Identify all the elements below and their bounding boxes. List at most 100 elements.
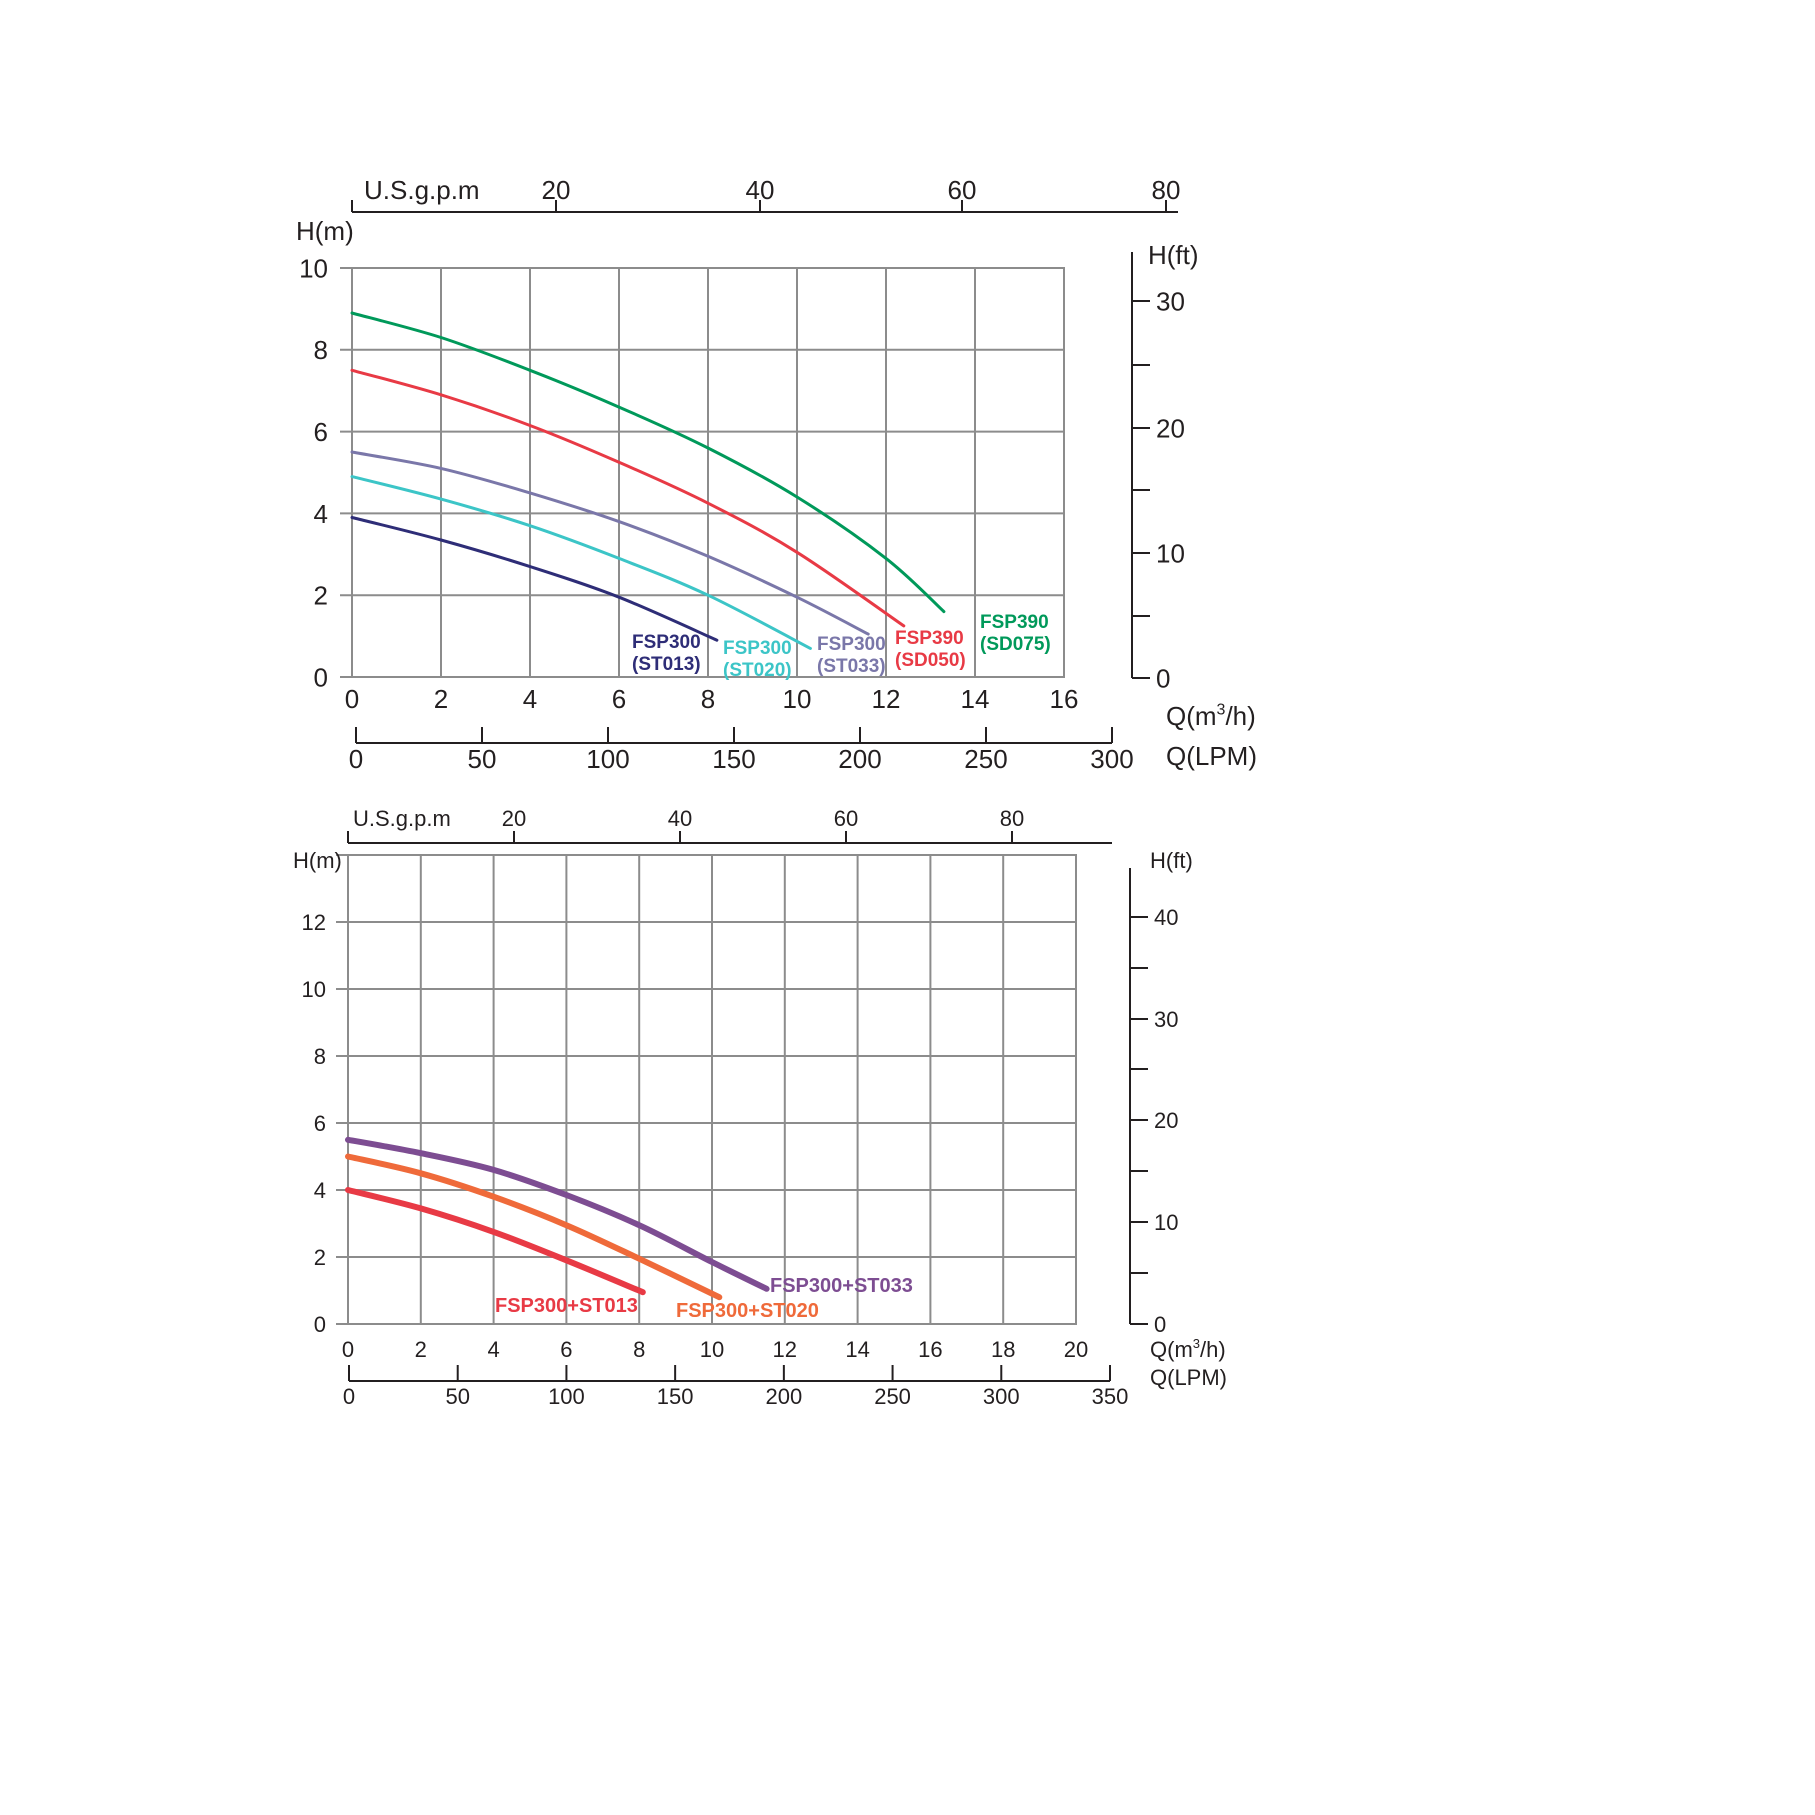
ft-axis-label: H(ft) [1148,240,1199,270]
gpm-tick-label: 20 [502,806,526,831]
y-tick-label: 0 [314,662,328,692]
ft-tick-label: 40 [1154,905,1178,930]
lpm-tick-label: 200 [838,744,881,774]
lpm-tick-label: 0 [349,744,363,774]
curve-fsp300-st020- [350,475,812,650]
y-tick-label: 10 [302,977,326,1002]
x-tick-label: 10 [783,684,812,714]
x-tick-label: 8 [633,1337,645,1362]
series-label: (ST013) [632,654,701,675]
lpm-tick-label: 300 [1090,744,1133,774]
lpm-tick-label: 350 [1092,1384,1129,1409]
ft-tick-label: 0 [1154,1312,1166,1337]
curve-fsp390-sd050- [350,368,906,628]
lpm-tick-label: 150 [657,1384,694,1409]
curve-fsp300-st013- [350,516,719,642]
series-label: FSP390 [980,612,1049,633]
x-tick-label: 14 [845,1337,869,1362]
x-tick-label: 6 [560,1337,572,1362]
plot-frame [347,854,1077,1325]
lpm-tick-label: 50 [468,744,497,774]
y-tick-label: 6 [314,417,328,447]
x-tick-label: 4 [523,684,537,714]
y-tick-label: 10 [299,253,328,283]
chart-2: 0 2 4 6 8 10 12 H(m) 0 2 4 6 8 10 12 14 16 18 20 Q(m3/h) U.S… [293,806,1227,1409]
lpm-tick-label: 300 [983,1384,1020,1409]
x-tick-label: 2 [434,684,448,714]
lpm-tick-label: 100 [548,1384,585,1409]
curve-fsp300-st033- [350,450,870,636]
lpm-tick-label: 100 [586,744,629,774]
series-label: FSP300 [817,634,886,655]
gpm-axis-label: U.S.g.p.m [353,806,451,831]
gpm-tick-label: 80 [1000,806,1024,831]
series-label: FSP300+ST020 [676,1300,819,1322]
x-tick-label: 18 [991,1337,1015,1362]
lpm-tick-label: 250 [874,1384,911,1409]
series-label: (SD050) [895,650,966,671]
x-tick-label: 14 [961,684,990,714]
y-tick-label: 0 [314,1312,326,1337]
ft-tick-label: 20 [1154,1108,1178,1133]
lpm-tick-label: 150 [712,744,755,774]
x-tick-label: 16 [918,1337,942,1362]
y-axis-label: H(m) [296,216,354,246]
y-tick-label: 4 [314,499,328,529]
series-label: FSP300+ST013 [495,1295,638,1317]
ft-axis-label: H(ft) [1150,848,1193,873]
y-axis-label: H(m) [293,848,342,873]
ft-tick-label: 10 [1154,1210,1178,1235]
ft-tick-label: 0 [1156,663,1170,693]
gpm-tick-label: 60 [948,175,977,205]
x-axis-label: Q(m3/h) [1166,701,1256,731]
lpm-axis-label: Q(LPM) [1150,1365,1227,1390]
y-tick-label: 6 [314,1111,326,1136]
plot-frame [351,267,1065,678]
x-tick-label: 8 [701,684,715,714]
y-tick-label: 8 [314,335,328,365]
y-tick-label: 8 [314,1044,326,1069]
x-tick-label: 0 [345,684,359,714]
series-label: FSP300 [632,632,701,653]
gpm-tick-label: 20 [542,175,571,205]
y-tick-label: 2 [314,581,328,611]
lpm-tick-label: 0 [343,1384,355,1409]
gpm-tick-label: 40 [746,175,775,205]
x-tick-label: 6 [612,684,626,714]
x-tick-label: 4 [487,1337,499,1362]
x-tick-label: 12 [773,1337,797,1362]
series-label: (ST033) [817,656,886,677]
y-tick-label: 2 [314,1245,326,1270]
lpm-tick-label: 250 [964,744,1007,774]
series-label: FSP300 [723,638,792,659]
series-label: FSP300+ST033 [770,1275,913,1297]
curve-fsp300-st020 [345,1153,723,1301]
gpm-tick-label: 80 [1152,175,1181,205]
y-tick-label: 4 [314,1178,326,1203]
curve-fsp390-sd075- [350,311,946,614]
chart-1: 0 2 4 6 8 10 H(m) 0 2 4 6 8 10 12 14 16 Q(m3/h) U.S.g.p.m… [296,175,1257,774]
gpm-axis-label: U.S.g.p.m [364,175,480,205]
series-label: (SD075) [980,634,1051,655]
ft-tick-label: 10 [1156,538,1185,568]
ft-tick-label: 30 [1156,286,1185,316]
x-tick-label: 16 [1050,684,1079,714]
gpm-tick-label: 60 [834,806,858,831]
x-tick-label: 20 [1064,1337,1088,1362]
x-tick-label: 2 [415,1337,427,1362]
curve-fsp300-st033 [345,1136,770,1292]
lpm-axis-label: Q(LPM) [1166,741,1257,771]
curve-fsp300-st013 [345,1187,646,1296]
x-tick-label: 0 [342,1337,354,1362]
ft-tick-label: 30 [1154,1007,1178,1032]
lpm-tick-label: 200 [765,1384,802,1409]
gpm-tick-label: 40 [668,806,692,831]
series-label: (ST020) [723,660,792,681]
x-tick-label: 10 [700,1337,724,1362]
x-tick-label: 12 [872,684,901,714]
x-axis-label: Q(m3/h) [1150,1336,1226,1362]
lpm-tick-label: 50 [445,1384,469,1409]
ft-tick-label: 20 [1156,413,1185,443]
